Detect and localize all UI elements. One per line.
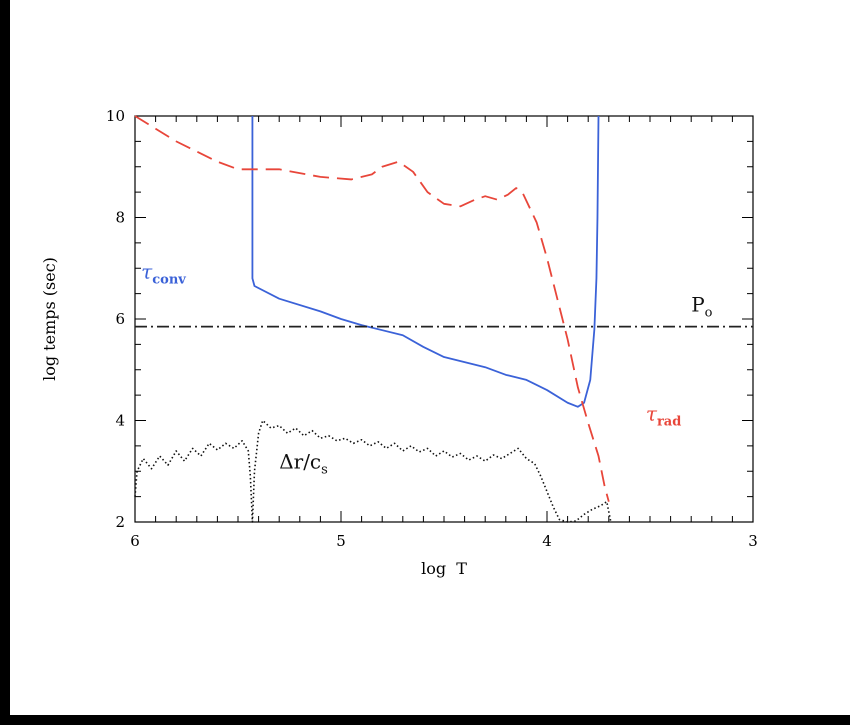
y-axis-label: log temps (sec) — [40, 257, 59, 381]
tau-rad-label-main: τ — [646, 402, 658, 426]
y-tick-label: 6 — [115, 310, 125, 328]
y-tick-label: 10 — [106, 107, 125, 125]
tau-rad-label-subscript: rad — [657, 415, 681, 430]
p-o-label-main: P — [691, 292, 704, 316]
dr-cs-label: Δr/cs — [279, 450, 328, 478]
x-tick-label: 6 — [130, 532, 140, 550]
dr-cs-label-subscript: s — [321, 463, 328, 478]
plot-frame — [134, 115, 754, 523]
tau-conv-label: τconv — [141, 259, 186, 287]
dr-cs-label-main: Δr/c — [279, 450, 321, 474]
x-axis-label: log T — [421, 559, 467, 578]
x-tick-label: 4 — [542, 532, 552, 550]
p-o-label: Po — [691, 292, 712, 320]
y-tick-label: 8 — [115, 209, 125, 227]
tau-conv-label-subscript: conv — [152, 272, 186, 287]
tau-conv-label-main: τ — [141, 259, 153, 283]
x-tick-label: 3 — [748, 532, 758, 550]
tau-rad-label: τrad — [646, 402, 681, 430]
tau-conv-series — [251, 115, 600, 408]
tau-rad-series — [134, 115, 610, 502]
p-o-label-subscript: o — [705, 305, 713, 320]
y-tick-label: 2 — [115, 513, 125, 531]
dr-cs-series — [134, 419, 612, 523]
y-tick-label: 4 — [115, 412, 125, 430]
x-tick-label: 5 — [336, 532, 346, 550]
